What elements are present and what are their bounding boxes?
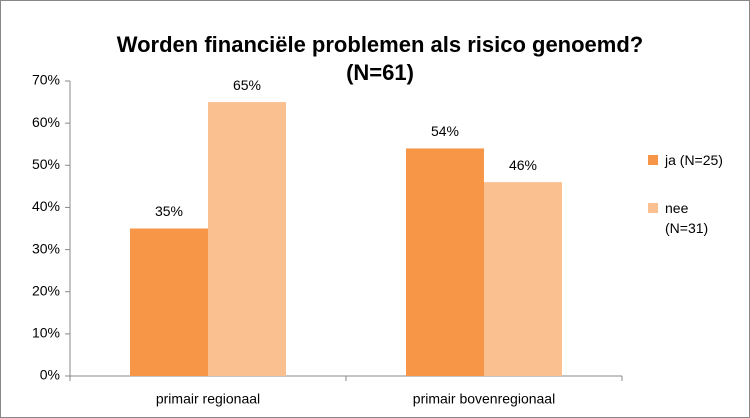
legend: ja (N=25) nee (N=31) — [648, 150, 743, 266]
x-tick-label: primair regionaal — [156, 391, 260, 407]
y-tick-label: 20% — [32, 282, 60, 298]
chart-title: Worden financiële problemen als risico g… — [117, 32, 644, 57]
bar — [484, 182, 562, 376]
bar — [208, 102, 286, 377]
legend-item: ja (N=25) — [648, 150, 743, 170]
data-label: 35% — [155, 203, 183, 219]
chart-title: (N=61) — [346, 60, 414, 85]
legend-label: nee (N=31) — [665, 200, 709, 236]
bar — [130, 228, 208, 376]
y-tick-label: 30% — [32, 240, 60, 256]
legend-item: nee (N=31) — [648, 198, 743, 238]
y-tick-label: 40% — [32, 198, 60, 214]
y-tick-label: 10% — [32, 325, 60, 341]
y-tick-label: 0% — [40, 367, 60, 383]
data-label: 54% — [431, 123, 459, 139]
legend-swatch — [648, 155, 658, 165]
legend-swatch — [648, 203, 658, 213]
y-tick-label: 70% — [32, 72, 60, 88]
x-tick-label: primair bovenregionaal — [413, 391, 555, 407]
y-tick-label: 50% — [32, 156, 60, 172]
data-label: 65% — [233, 77, 261, 93]
y-tick-label: 60% — [32, 114, 60, 130]
legend-label: ja (N=25) — [665, 152, 723, 168]
data-label: 46% — [509, 157, 537, 173]
bar — [406, 148, 484, 376]
